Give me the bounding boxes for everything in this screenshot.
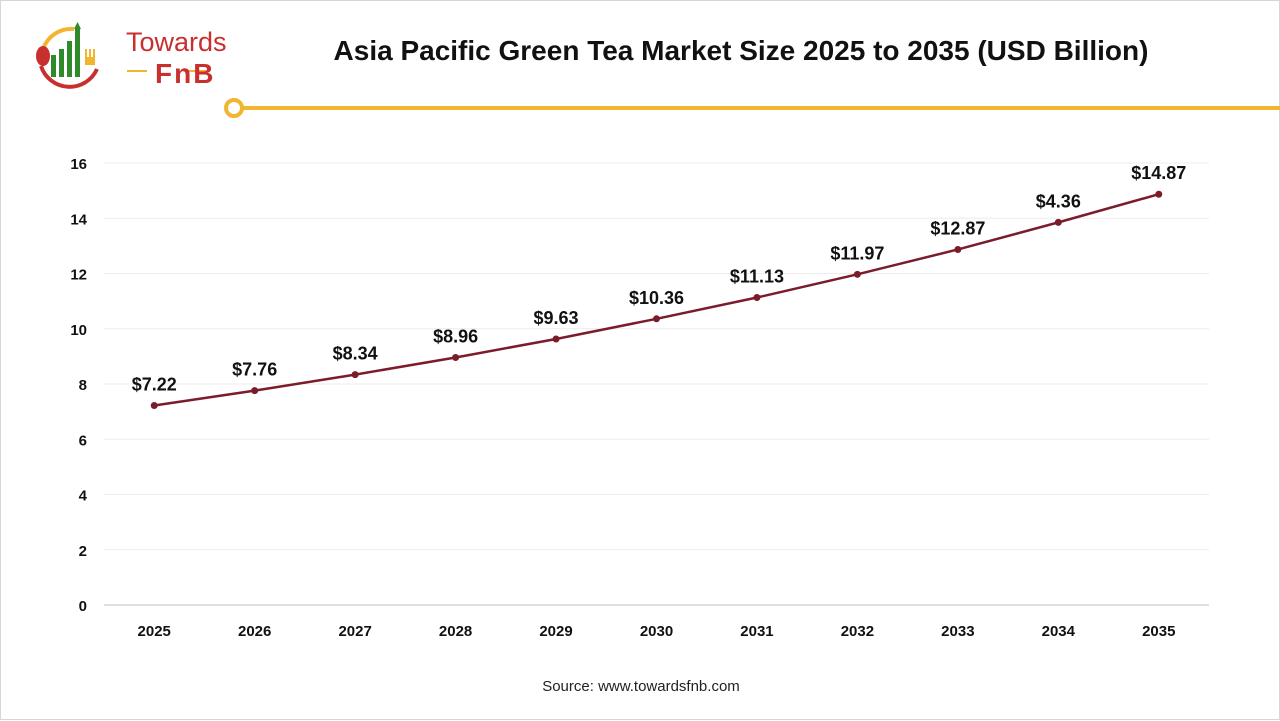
data-point (150, 402, 158, 410)
x-tick-label: 2030 (640, 623, 673, 640)
data-point (552, 335, 560, 343)
x-tick-label: 2026 (238, 623, 271, 640)
data-point (251, 387, 259, 395)
y-tick-label: 6 (79, 432, 87, 449)
x-tick-label: 2033 (941, 623, 974, 640)
chart-title: Asia Pacific Green Tea Market Size 2025 … (333, 35, 1149, 66)
x-tick-label: 2027 (338, 623, 371, 640)
data-label: $12.87 (930, 218, 985, 238)
y-tick-label: 0 (79, 598, 87, 615)
data-label: $7.76 (232, 360, 277, 380)
y-tick-label: 14 (70, 211, 87, 228)
data-point (1054, 218, 1062, 226)
y-tick-label: 10 (70, 322, 87, 339)
data-label: $7.22 (132, 375, 177, 395)
y-tick-label: 2 (79, 543, 87, 560)
data-label: $8.96 (433, 326, 478, 346)
accent-circle (224, 98, 244, 118)
x-tick-label: 2032 (841, 623, 874, 640)
data-point (954, 245, 962, 253)
data-point (753, 294, 761, 302)
logo-text-fnb: FnB (155, 58, 216, 89)
data-point (653, 315, 660, 323)
x-tick-label: 2035 (1142, 623, 1175, 640)
logo-icon (36, 22, 99, 89)
x-tick-label: 2029 (539, 623, 572, 640)
data-label: $11.13 (730, 267, 784, 287)
x-tick-label: 2025 (138, 623, 171, 640)
x-tick-label: 2034 (1042, 623, 1076, 640)
y-tick-label: 12 (70, 267, 87, 284)
data-point (1155, 190, 1163, 198)
data-point (351, 371, 359, 379)
towards-fnb-logo: Towards FnB (29, 21, 227, 91)
data-label: $4.36 (1036, 191, 1081, 211)
source-note: Source: www.towardsfnb.com (542, 678, 740, 695)
y-tick-label: 4 (79, 488, 88, 505)
x-tick-label: 2031 (740, 623, 773, 640)
data-point (853, 270, 861, 278)
data-label: $8.34 (333, 344, 378, 364)
logo-dashes (127, 70, 207, 72)
data-point (452, 353, 460, 361)
data-label: $9.63 (534, 308, 579, 328)
y-tick-label: 16 (70, 156, 87, 173)
data-label: $10.36 (629, 288, 684, 308)
x-tick-label: 2028 (439, 623, 472, 640)
data-label: $14.87 (1131, 163, 1186, 183)
logo-text-towards: Towards (126, 27, 227, 57)
y-tick-label: 8 (79, 377, 87, 394)
data-label: $11.97 (830, 243, 884, 263)
